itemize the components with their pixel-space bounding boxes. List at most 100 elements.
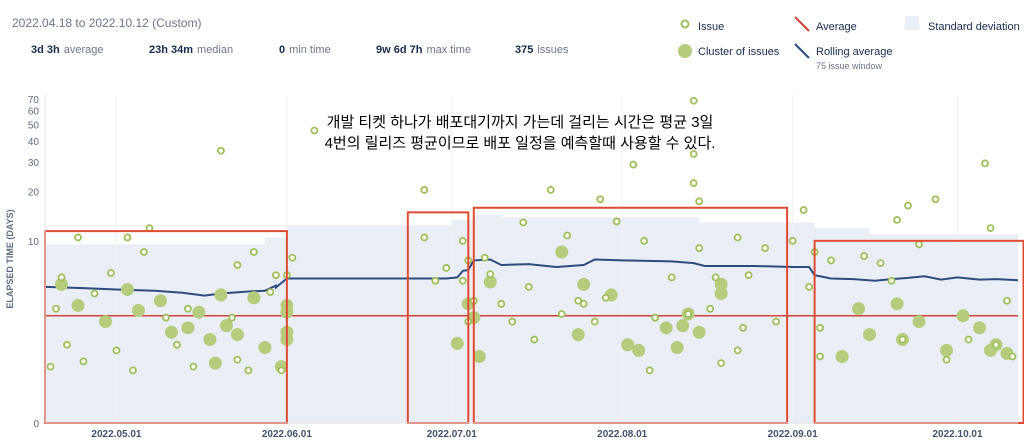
issue-point xyxy=(57,273,66,282)
annotation-line-1: 개발 티켓 하나가 배포대기까지 가는데 걸리는 시간은 평균 3일 xyxy=(326,114,714,131)
issue-point xyxy=(458,236,467,245)
legend-symbols xyxy=(678,16,919,59)
issue-point xyxy=(46,362,55,371)
legend-issue-label: Issue xyxy=(698,21,725,33)
stat-label: max time xyxy=(426,44,472,56)
cluster-point xyxy=(54,277,68,291)
y-tick-label: 30 xyxy=(28,158,40,169)
issue-point xyxy=(876,259,885,268)
issue-layer xyxy=(46,96,1017,375)
issue-point xyxy=(816,323,825,332)
cluster-point xyxy=(973,321,987,335)
issue-point xyxy=(695,197,704,206)
issue-point xyxy=(1003,296,1011,305)
issue-point xyxy=(612,217,621,226)
annotation-text: 개발 티켓 하나가 배포대기까지 가는데 걸리는 시간은 평균 3일 4번의 릴… xyxy=(240,112,800,154)
issue-point xyxy=(189,362,198,371)
y-tick-label: 20 xyxy=(28,188,40,199)
cluster-point xyxy=(912,315,926,329)
rolling-layer xyxy=(44,258,1019,297)
issue-point xyxy=(519,218,528,227)
stat-value: 375 xyxy=(515,44,534,56)
issue-point xyxy=(915,240,923,249)
cluster-point xyxy=(258,341,272,355)
cluster-point xyxy=(835,349,849,363)
issue-point xyxy=(233,261,242,269)
issue-point xyxy=(986,224,995,233)
cluster-point xyxy=(131,303,145,317)
cluster-point xyxy=(230,328,244,342)
issue-point xyxy=(508,317,517,326)
issue-point xyxy=(557,310,566,318)
issue-point xyxy=(733,233,742,242)
issue-point xyxy=(942,355,951,364)
annotation-line-2: 4번의 릴리즈 평균이므로 배포 일정을 예측할때 사용할 수 있다. xyxy=(324,135,716,152)
issue-point xyxy=(524,282,533,291)
cluster-point xyxy=(483,275,497,289)
stat-value: 3d 3h xyxy=(31,44,60,56)
issue-point xyxy=(112,346,121,355)
issue-point xyxy=(266,288,275,297)
issue-point xyxy=(904,201,912,210)
cluster-point xyxy=(714,286,728,300)
cluster-point xyxy=(450,336,464,350)
issue-point xyxy=(706,304,715,313)
issue-point xyxy=(887,276,896,285)
issue-point xyxy=(563,231,572,240)
issue-point xyxy=(288,253,297,262)
issue-point xyxy=(964,335,973,344)
issue-point xyxy=(79,357,88,366)
legend-rolling-label: Rolling average xyxy=(816,46,893,58)
legend-stddev-label: Standard deviation xyxy=(928,21,1020,33)
stddev-band xyxy=(45,214,1018,423)
issue-point xyxy=(739,323,748,332)
stat-label: min time xyxy=(289,44,331,56)
issue-point xyxy=(244,366,253,375)
cluster-point xyxy=(71,298,85,312)
issue-point xyxy=(992,340,1000,349)
issue-point xyxy=(162,313,170,322)
cluster-point xyxy=(98,315,112,329)
issue-point xyxy=(695,244,704,252)
issue-point xyxy=(893,215,901,224)
cluster-point xyxy=(577,277,591,291)
issue-point xyxy=(788,236,797,245)
cluster-point xyxy=(890,297,904,311)
cluster-point xyxy=(164,325,178,339)
x-tick-label: 2022.06.01 xyxy=(262,429,312,440)
issue-point xyxy=(733,346,742,355)
issue-point xyxy=(228,313,236,322)
issue-point xyxy=(590,317,599,326)
average-legend-icon xyxy=(794,16,810,32)
x-tick-label: 2022.08.01 xyxy=(597,429,647,440)
issue-point xyxy=(827,256,835,265)
stat-label: median xyxy=(197,44,234,56)
issue-point xyxy=(860,252,868,260)
issue-point xyxy=(1008,352,1017,361)
cluster-point xyxy=(670,341,684,355)
issue-point xyxy=(480,253,489,262)
stat-value: 23h 34m xyxy=(149,44,194,56)
issue-point xyxy=(249,248,258,256)
issue-point xyxy=(579,299,588,308)
cluster-point xyxy=(692,325,706,339)
issue-point xyxy=(140,248,148,256)
issue-point xyxy=(651,313,660,322)
cluster-point xyxy=(852,302,866,316)
cluster-point xyxy=(219,319,233,333)
issue-point xyxy=(63,340,71,349)
cluster-point xyxy=(632,343,646,357)
issue-point xyxy=(129,366,137,375)
issue-point xyxy=(173,340,181,349)
issue-point xyxy=(184,304,192,313)
cluster-point xyxy=(863,328,877,342)
stat-label: issues xyxy=(537,44,569,56)
issue-point xyxy=(816,352,825,361)
y-tick-label: 0 xyxy=(33,419,39,430)
issue-point xyxy=(123,233,132,242)
issue-point xyxy=(431,276,440,285)
cluster-point xyxy=(247,291,261,305)
stat-average: 3d 3h average xyxy=(31,44,104,56)
cluster-point xyxy=(659,321,673,335)
